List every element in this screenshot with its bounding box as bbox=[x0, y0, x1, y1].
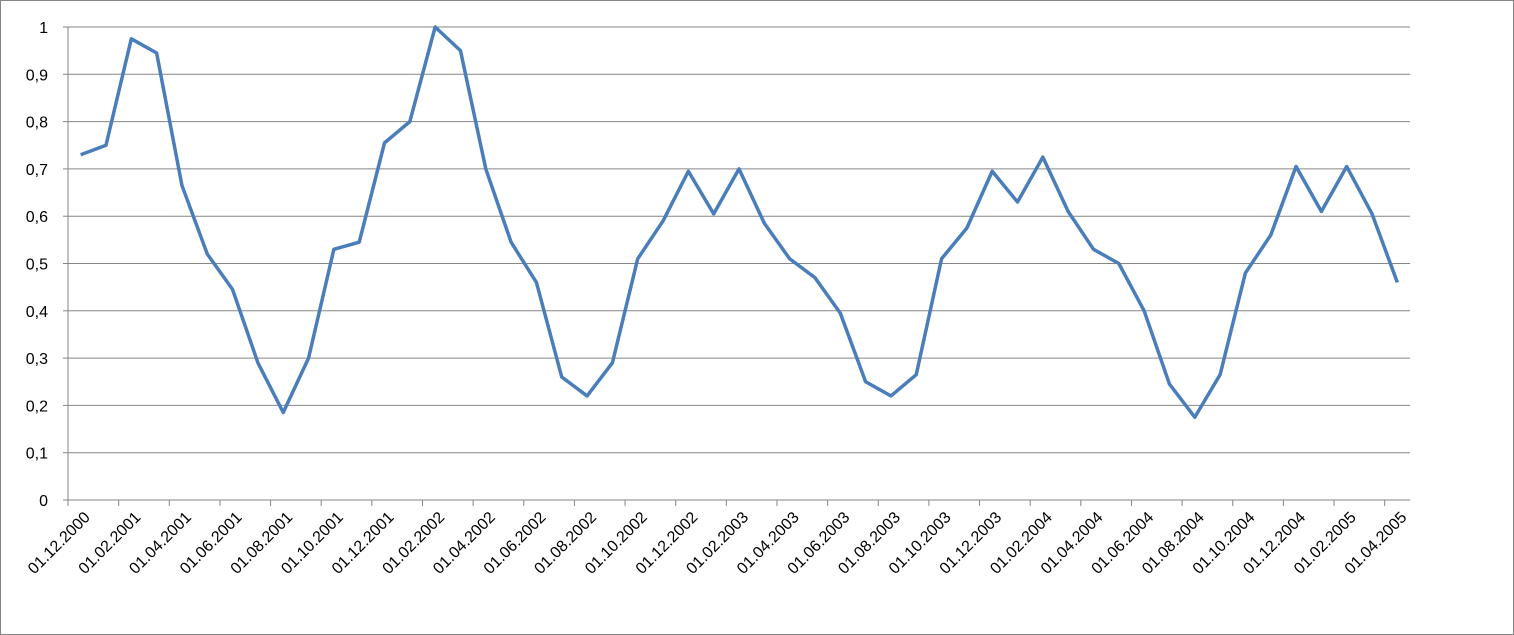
y-tick-label: 0,2 bbox=[26, 398, 48, 415]
y-tick-label: 0 bbox=[39, 493, 48, 510]
y-tick-label: 0,4 bbox=[26, 304, 48, 321]
y-tick-label: 0,7 bbox=[26, 162, 48, 179]
y-tick-label: 0,5 bbox=[26, 257, 48, 274]
data-line bbox=[80, 25, 1399, 419]
y-tick-label: 1 bbox=[39, 20, 48, 37]
y-tick-label: 0,9 bbox=[26, 67, 48, 84]
y-tick-label: 0,3 bbox=[26, 351, 48, 368]
y-tick-label: 0,8 bbox=[26, 115, 48, 132]
y-tick-label: 0,6 bbox=[26, 209, 48, 226]
y-tick-label: 0,1 bbox=[26, 446, 48, 463]
